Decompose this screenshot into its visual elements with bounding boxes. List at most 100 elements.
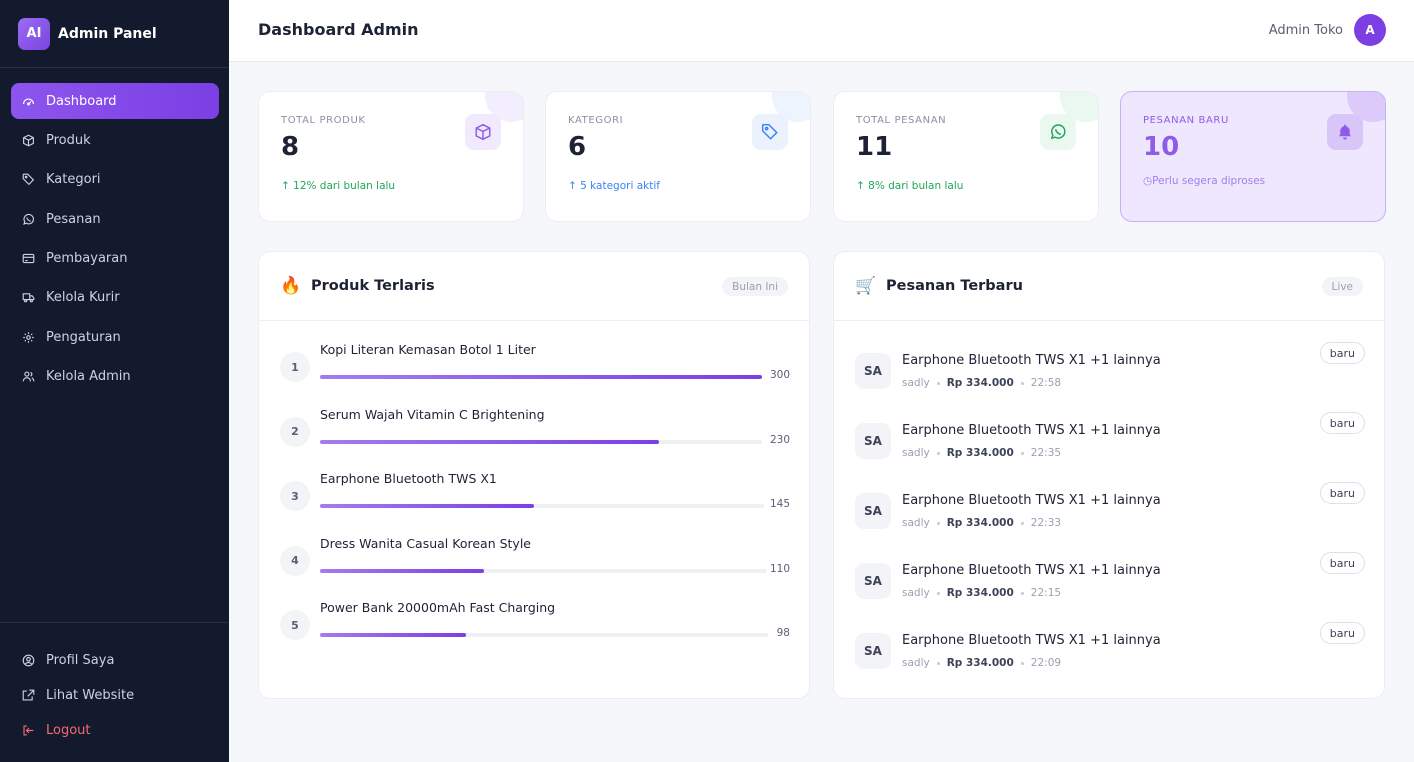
order-title: Earphone Bluetooth TWS X1 +1 lainnya [902, 563, 1161, 578]
user-menu[interactable]: Admin Toko A [1269, 14, 1386, 46]
whatsapp-icon [22, 213, 35, 226]
order-time: 22:33 [1030, 517, 1062, 529]
order-time: 22:58 [1030, 377, 1062, 389]
sidebar-item-profil-saya[interactable]: Profil Saya [11, 643, 218, 678]
sales-bar-fill [320, 504, 535, 508]
order-title: Earphone Bluetooth TWS X1 +1 lainnya [902, 423, 1161, 438]
sales-bar-fill [320, 568, 485, 573]
product-name: Serum Wajah Vitamin C Brightening [320, 406, 545, 422]
list-item[interactable]: 3 Earphone Bluetooth TWS X1 145 [280, 471, 790, 546]
top-header: Dashboard Admin Admin Toko A [229, 0, 1414, 62]
sales-bar-track [320, 568, 767, 573]
rank-badge: 5 [280, 610, 310, 640]
top-products-panel: 🔥 Produk Terlaris Bulan Ini 1 Kopi Liter… [258, 251, 810, 699]
status-badge: baru [1319, 622, 1365, 644]
customer-name: sadly [902, 587, 930, 599]
truck-icon [22, 291, 35, 304]
order-title: Earphone Bluetooth TWS X1 +1 lainnya [902, 353, 1161, 368]
sidebar-item-label: Dashboard [46, 93, 117, 109]
customer-name: sadly [902, 377, 930, 389]
sidebar-item-label: Kelola Admin [46, 369, 131, 385]
customer-avatar: SA [855, 423, 891, 459]
sales-bar-track [320, 439, 762, 444]
order-time: 22:35 [1030, 447, 1062, 459]
status-badge: baru [1319, 342, 1365, 364]
sidebar-item-label: Pengaturan [46, 329, 121, 345]
sidebar-footer: Profil Saya Lihat Website Logout [0, 622, 229, 762]
panel-header: 🔥 Produk Terlaris Bulan Ini [259, 252, 809, 321]
customer-name: sadly [902, 517, 930, 529]
brand: AI Admin Panel [0, 0, 229, 68]
order-row[interactable]: SA Earphone Bluetooth TWS X1 +1 lainnya … [855, 622, 1365, 703]
sales-bar-fill [320, 439, 659, 444]
sales-bar-fill [320, 375, 762, 379]
sidebar-item-produk[interactable]: Produk [11, 122, 219, 158]
order-price: Rp 334.000 [946, 377, 1014, 389]
recent-orders-list: SA Earphone Bluetooth TWS X1 +1 lainnya … [855, 342, 1365, 703]
order-row[interactable]: SA Earphone Bluetooth TWS X1 +1 lainnya … [855, 342, 1365, 423]
separator-dot [936, 591, 940, 595]
order-meta: sadly Rp 334.000 22:09 [902, 657, 1061, 669]
order-time: 22:15 [1030, 587, 1062, 599]
list-item[interactable]: 2 Serum Wajah Vitamin C Brightening 230 [280, 407, 790, 482]
list-item[interactable]: 5 Power Bank 20000mAh Fast Charging 98 [280, 600, 790, 675]
sales-count: 110 [769, 562, 790, 575]
page-title: Dashboard Admin [258, 20, 419, 39]
stat-label: TOTAL PRODUK [281, 115, 366, 126]
order-row[interactable]: SA Earphone Bluetooth TWS X1 +1 lainnya … [855, 412, 1365, 493]
rank-badge: 3 [280, 481, 310, 511]
sidebar-item-label: Profil Saya [46, 653, 115, 668]
product-name: Earphone Bluetooth TWS X1 [320, 471, 497, 486]
stat-value: 11 [856, 132, 893, 162]
sidebar-item-pesanan[interactable]: Pesanan [11, 201, 219, 237]
panel-header: 🛒 Pesanan Terbaru Live [834, 252, 1384, 321]
sidebar-item-dashboard[interactable]: Dashboard [11, 83, 219, 119]
users-icon [22, 370, 35, 383]
separator-dot [936, 521, 940, 525]
separator-dot [936, 451, 940, 455]
sidebar-item-pembayaran[interactable]: Pembayaran [11, 241, 219, 277]
stat-trend-text: Perlu segera diproses [1152, 175, 1266, 187]
panel-title: Pesanan Terbaru [886, 278, 1023, 294]
sidebar-item-kategori[interactable]: Kategori [11, 162, 219, 198]
sidebar-item-label: Pembayaran [46, 251, 128, 267]
list-item[interactable]: 1 Kopi Literan Kemasan Botol 1 Liter 300 [280, 342, 790, 417]
customer-name: sadly [902, 657, 930, 669]
logout-button[interactable]: Logout [11, 713, 218, 748]
gauge-icon [22, 95, 35, 108]
period-badge[interactable]: Bulan Ini [722, 277, 788, 296]
order-meta: sadly Rp 334.000 22:35 [902, 447, 1061, 459]
order-row[interactable]: SA Earphone Bluetooth TWS X1 +1 lainnya … [855, 482, 1365, 563]
brand-logo: AI [18, 17, 50, 50]
separator-dot [936, 661, 940, 665]
avatar[interactable]: A [1354, 14, 1386, 46]
panel-title: Produk Terlaris [311, 278, 435, 294]
customer-avatar: SA [855, 493, 891, 529]
sidebar-item-label: Kategori [46, 172, 101, 188]
sidebar-item-pengaturan[interactable]: Pengaturan [11, 319, 219, 355]
product-name: Dress Wanita Casual Korean Style [320, 535, 531, 551]
credit-card-icon [22, 252, 35, 265]
order-row[interactable]: SA Earphone Bluetooth TWS X1 +1 lainnya … [855, 552, 1365, 633]
external-link-icon [22, 689, 35, 702]
sales-count: 300 [769, 369, 790, 381]
order-meta: sadly Rp 334.000 22:58 [902, 377, 1061, 389]
sidebar-item-kelola-admin[interactable]: Kelola Admin [11, 359, 219, 395]
order-price: Rp 334.000 [946, 447, 1014, 459]
tag-icon [22, 173, 35, 186]
list-item[interactable]: 4 Dress Wanita Casual Korean Style 110 [280, 536, 790, 611]
sidebar-item-kelola-kurir[interactable]: Kelola Kurir [11, 280, 219, 316]
gear-icon [22, 331, 35, 344]
order-meta: sadly Rp 334.000 22:33 [902, 517, 1061, 529]
order-price: Rp 334.000 [946, 517, 1014, 529]
sales-count: 145 [769, 498, 790, 510]
shopping-cart-icon: 🛒 [855, 276, 877, 296]
sales-bar-fill [320, 633, 467, 637]
sales-bar-track [320, 504, 764, 508]
stat-card-pesanan-baru: PESANAN BARU 10 ◷Perlu segera diproses [1120, 91, 1386, 222]
sidebar-item-lihat-website[interactable]: Lihat Website [11, 678, 218, 713]
status-badge: baru [1319, 552, 1365, 574]
sidebar-item-label: Lihat Website [46, 688, 135, 703]
brand-name: Admin Panel [58, 25, 157, 42]
stat-trend: ↑ 8% dari bulan lalu [856, 180, 964, 192]
